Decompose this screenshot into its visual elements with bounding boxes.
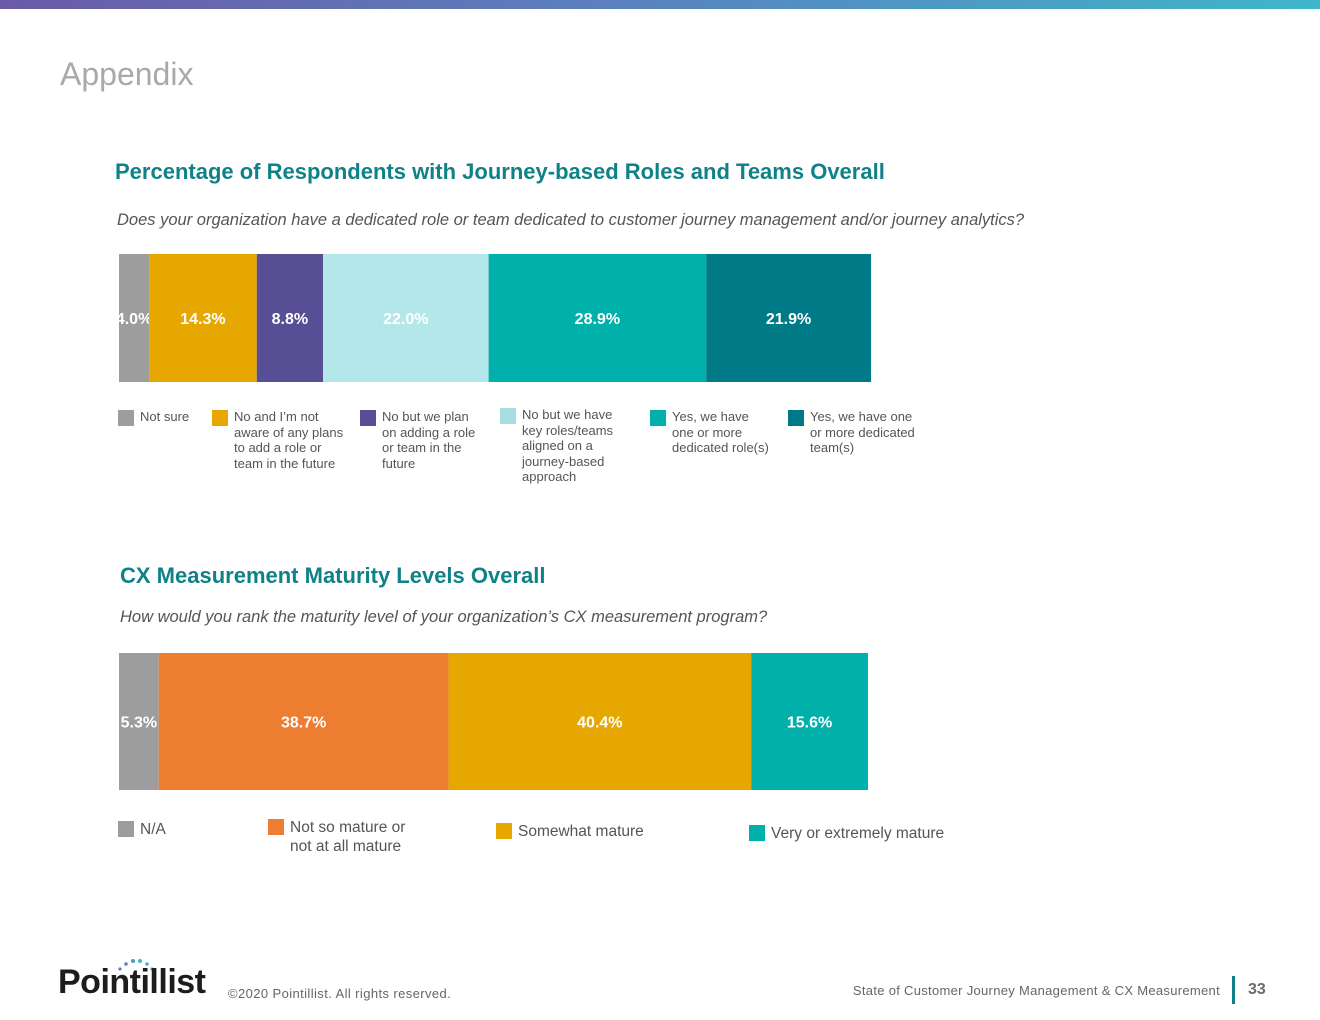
legend-item: Yes, we have one or more dedicated team(… [788,409,915,456]
legend-item: Not so mature or not at all mature [268,818,405,856]
bar-segment [706,254,871,382]
legend-item: No and I’m not aware of any plans to add… [212,409,343,471]
bar-segment [149,254,257,382]
legend-item: No but we have key roles/teams aligned o… [500,407,613,485]
bar-segment [488,254,707,382]
bar-data-label: 8.8% [272,311,308,328]
legend-label: Somewhat mature [518,823,644,840]
chart-1-question: Does your organization have a dedicated … [117,211,1025,229]
legend-swatch [118,410,134,426]
page-number: 33 [1248,981,1266,998]
legend-label: No but we have key roles/teams aligned o… [522,407,614,484]
bar-segment [119,653,159,790]
legend-item: Not sure [118,409,189,426]
bar-data-label: 14.3% [180,311,225,328]
report-title: State of Customer Journey Management & C… [852,983,1220,998]
bar-segment [751,653,868,790]
page-title: Appendix [60,56,194,92]
logo-dots-icon [118,959,154,971]
legend-swatch [650,410,666,426]
bar-data-label: 15.6% [787,714,832,731]
bar-segment [448,653,752,790]
legend-swatch [788,410,804,426]
bar-segment [158,653,449,790]
chart-1-title: Percentage of Respondents with Journey-b… [115,159,885,184]
legend-label: No but we plan on adding a role or team … [382,409,476,471]
legend-swatch [360,410,376,426]
legend-label: Not sure [140,409,190,424]
legend-item: Very or extremely mature [749,824,944,843]
chart-2-question: How would you rank the maturity level of… [120,608,768,626]
logo-wordmark: Pointillist [58,963,206,1001]
footer-divider [1232,976,1235,1004]
legend-swatch [496,823,512,839]
copyright-text: ©2020 Pointillist. All rights reserved. [228,986,452,1001]
legend-label: Not so mature or not at all mature [290,819,406,855]
legend-item: N/A [118,820,166,839]
legend-swatch [212,410,228,426]
bar-segment [322,254,489,382]
legend-item: Somewhat mature [496,822,644,841]
bar-data-label: 38.7% [281,714,326,731]
bar-data-label: 28.9% [575,311,620,328]
legend-label: Very or extremely mature [771,825,945,842]
bar-segment [119,254,150,382]
bar-data-label: 5.3% [121,714,157,731]
bar-data-label: 40.4% [577,714,622,731]
bar-data-label: 21.9% [766,311,811,328]
chart-1-stacked-bar: 4.0% 14.3% 8.8% 22.0% 28.9% 21.9% [116,254,871,382]
top-accent-bar [0,0,1320,9]
legend-label: Yes, we have one or more dedicated role(… [672,409,769,455]
bar-data-label: 4.0% [116,311,152,328]
bar-segment [256,254,323,382]
chart-2-title: CX Measurement Maturity Levels Overall [120,563,546,588]
chart-2-stacked-bar: 5.3% 38.7% 40.4% 15.6% [119,653,868,790]
legend-label: No and I’m not aware of any plans to add… [234,409,344,471]
legend-item: Yes, we have one or more dedicated role(… [650,409,769,456]
legend-swatch [118,821,134,837]
legend-swatch [268,819,284,835]
legend-label: N/A [140,821,166,838]
bar-data-label: 22.0% [383,311,428,328]
legend-swatch [500,408,516,424]
legend-swatch [749,825,765,841]
legend-label: Yes, we have one or more dedicated team(… [810,409,915,455]
legend-item: No but we plan on adding a role or team … [360,409,475,471]
